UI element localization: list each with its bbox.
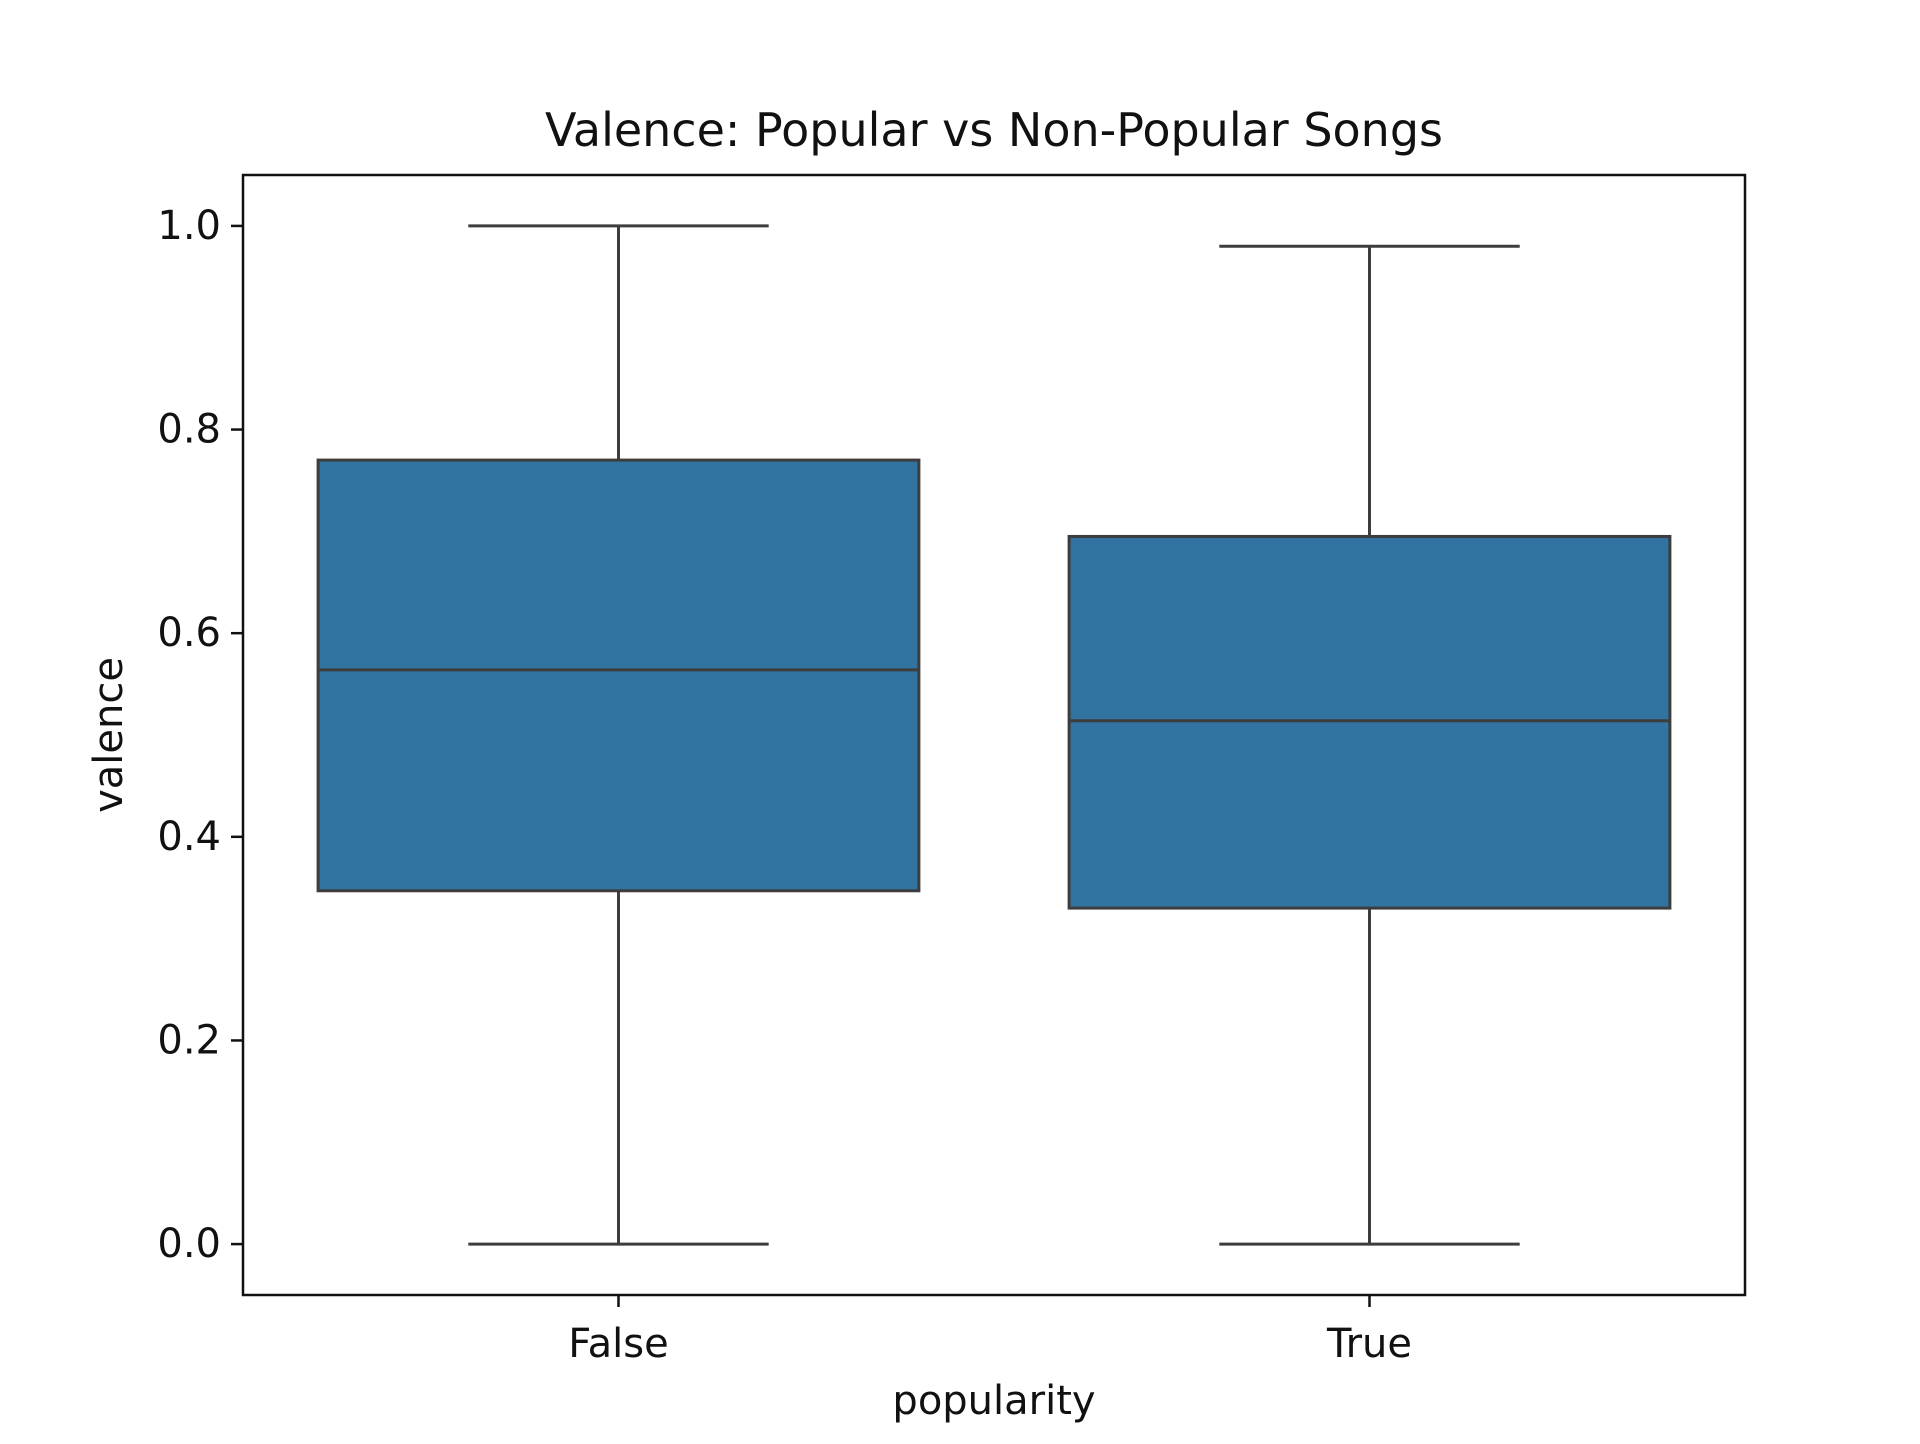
y-tick-label: 0.6 (157, 610, 221, 656)
y-tick-label: 0.0 (157, 1221, 221, 1267)
y-axis: 0.0 0.2 0.4 0.6 0.8 1.0 (157, 203, 243, 1267)
iqr-box (316, 458, 921, 893)
y-tick-label: 0.8 (157, 407, 221, 453)
x-axis: False True (568, 1295, 1412, 1367)
x-tick-label: True (1326, 1321, 1412, 1367)
box-group-false (316, 224, 921, 1246)
y-tick-label: 0.4 (157, 814, 221, 860)
x-tick-label: False (568, 1321, 668, 1367)
y-tick-label: 0.2 (157, 1017, 221, 1063)
y-tick-label: 1.0 (157, 203, 221, 249)
plot-area-frame (241, 173, 1747, 1297)
iqr-box (1067, 534, 1672, 910)
y-axis-label: valence (86, 657, 132, 813)
x-axis-label: popularity (892, 1378, 1095, 1424)
chart-title: Valence: Popular vs Non-Popular Songs (545, 103, 1443, 157)
boxes-layer (316, 224, 1672, 1246)
box-group-true (1067, 244, 1672, 1246)
